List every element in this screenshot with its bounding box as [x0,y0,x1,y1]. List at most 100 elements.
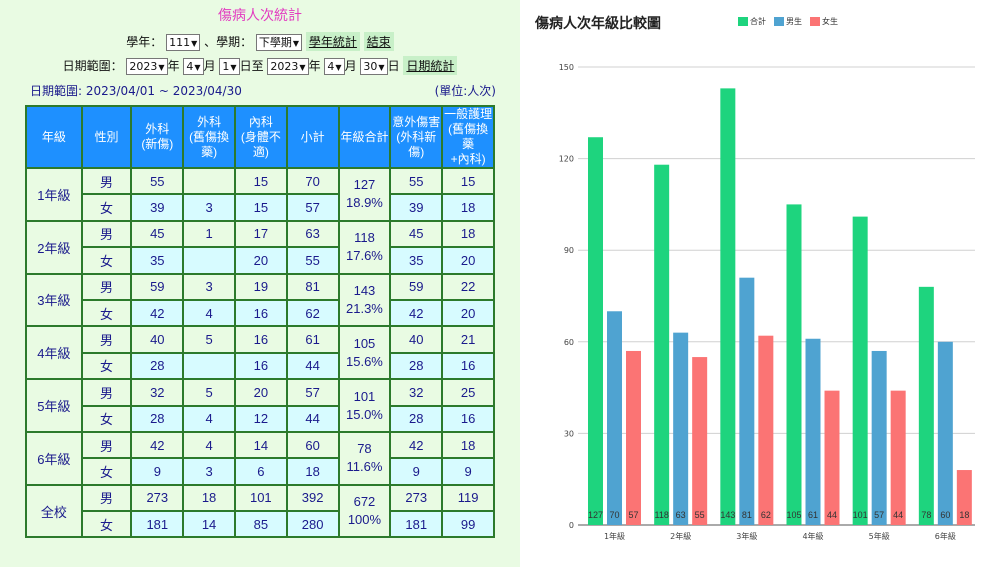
table-row: 女 28 4 12 44 28 16 [26,404,495,433]
table-header-cell: 年級 [25,105,83,169]
value-cell: 181 [130,510,185,539]
value-cell: 18 [441,193,495,222]
value-cell: 5 [182,325,236,354]
y-tick-label: 0 [569,521,574,530]
value-cell: 59 [130,272,185,301]
bar-data-label: 57 [874,510,884,520]
value-cell: 21 [441,325,495,354]
unit-text: (單位:人次) [434,84,496,98]
value-cell: 39 [389,193,444,222]
value-cell: 18 [285,457,340,486]
table-header-row: 年級 性別 外科 (新傷) 外科 (舊傷換藥) 內科 (身體不適) 小計 年級合計 意外傷害 (外科新… [25,105,495,169]
bar [692,357,708,525]
value-cell: 99 [441,510,495,539]
value-cell: 4 [182,404,236,433]
grade-cell: 3年級 [25,272,83,328]
sex-cell: 男 [80,219,133,249]
table-row: 5年級男 32 5 20 57 101 15.0% 32 25 [25,378,495,433]
sex-cell: 男 [80,378,133,407]
grade-total-cell: 101 15.0% [337,378,392,433]
grade-total-cell: 127 18.9% [337,167,392,222]
value-cell: 9 [130,457,185,486]
grade-total-cell: 78 11.6% [337,430,392,486]
table-row: 全校男 273 18 101 392 672 100% 273 119 [25,483,495,539]
bar-data-label: 63 [676,510,686,520]
table-header-cell: 性別 [80,105,133,169]
legend-swatch [738,17,748,26]
bar [852,216,868,525]
bar-data-label: 78 [921,510,931,520]
value-cell: 16 [441,351,495,381]
grade-total: 105 [353,335,376,351]
value-cell: 4 [182,430,236,460]
table-header-cell: 意外傷害 (外科新傷) [389,105,444,169]
year-label: 學年： [126,35,163,49]
sex-cell: 男 [80,166,133,196]
value-cell: 63 [285,219,340,249]
bar-data-label: 60 [940,510,950,520]
start-day-select[interactable]: 1▼ [219,58,240,75]
x-tick-label: 1年級 [604,531,625,541]
grade-total: 101 [353,388,376,404]
end-button[interactable]: 結束 [363,32,394,51]
value-cell: 42 [130,298,185,328]
value-cell: 3 [182,272,236,301]
value-cell: 20 [441,246,495,275]
bar-data-label: 143 [720,510,735,520]
grade-percent: 100% [347,512,382,528]
grade-percent: 18.9% [346,195,383,211]
value-cell: 61 [285,325,340,354]
value-cell: 35 [130,246,185,275]
value-cell: 20 [441,298,495,328]
table-row: 3年級男 59 3 19 81 143 21.3% 59 22 [25,272,495,328]
value-cell: 32 [389,378,444,407]
bar [720,88,736,525]
bar-data-label: 44 [827,510,837,520]
value-cell: 20 [233,378,288,407]
value-cell: 14 [233,430,288,460]
value-cell [182,166,236,196]
grade-cell: 4年級 [25,325,83,381]
end-year-select[interactable]: 2023▼ [267,58,309,75]
table-row: 6年級男 42 4 14 60 78 11.6% 42 18 [25,430,495,486]
value-cell: 273 [389,483,444,513]
table-header-cell: 年級合計 [337,105,392,169]
table-row: 2年級男 45 1 17 63 118 17.6% 45 18 [25,219,495,275]
grade-percent: 15.0% [346,406,383,422]
year-stats-button[interactable]: 學年統計 [305,32,360,51]
bar [626,350,641,525]
table-row: 女 9 3 6 18 9 9 [26,457,495,486]
table-row: 女 181 14 85 280 181 99 [26,510,495,539]
bar [918,286,934,525]
end-day-select[interactable]: 30▼ [360,58,388,75]
grade-total: 672 [353,494,376,510]
legend-item: 合計 [738,16,766,27]
value-cell: 40 [389,325,444,354]
bar-chart: 0 30 60 90 120 150 127 70 57 1年級 118 63 55 2年級 143 81 62… [559,63,975,541]
grade-cell: 5年級 [25,378,83,433]
value-cell: 28 [130,404,185,433]
date-stats-button[interactable]: 日期統計 [403,56,458,75]
start-year-select[interactable]: 2023▼ [126,58,168,75]
value-cell: 40 [130,325,185,354]
value-cell: 39 [130,193,185,222]
value-cell: 42 [389,298,444,328]
year-select[interactable]: 111▼ [166,34,201,51]
bar-data-label: 61 [808,510,818,520]
unit-year: 年 [167,59,180,73]
value-cell: 57 [285,193,340,222]
value-cell: 55 [285,246,340,275]
grade-cell: 2年級 [25,219,83,275]
table-row: 4年級男 40 5 16 61 105 15.6% 40 21 [25,325,495,381]
stats-panel: 傷病人次統計 學年： 111▼ 、學期： 下學期▼ 學年統計 結束 日期範圍： … [0,0,520,567]
term-select[interactable]: 下學期▼ [255,34,303,51]
start-month-select[interactable]: 4▼ [183,58,204,75]
value-cell: 4 [182,298,236,328]
bar-data-label: 62 [761,510,771,520]
value-cell: 45 [389,219,444,249]
sex-cell: 女 [80,351,133,381]
value-cell: 70 [285,166,340,196]
y-tick-label: 30 [564,429,574,438]
value-cell: 44 [285,404,340,433]
end-month-select[interactable]: 4▼ [324,58,345,75]
